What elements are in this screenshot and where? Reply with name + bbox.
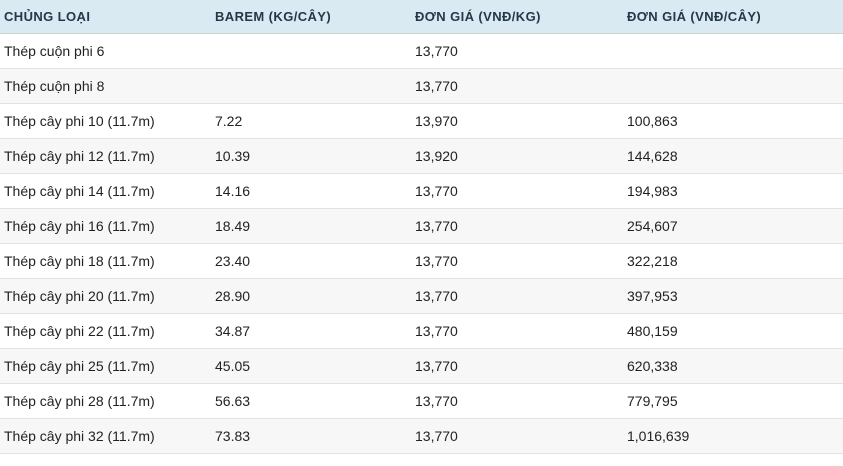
cell-price-per-bar: 254,607 bbox=[623, 208, 843, 244]
table-body: Thép cuộn phi 6 13,770 Thép cuộn phi 8 1… bbox=[0, 33, 843, 454]
cell-price-per-bar bbox=[623, 68, 843, 104]
table-row: Thép cây phi 22 (11.7m) 34.87 13,770 480… bbox=[0, 313, 843, 349]
cell-price-per-kg: 13,920 bbox=[411, 138, 623, 174]
column-header-chung-loai: CHỦNG LOẠI bbox=[0, 0, 211, 34]
table-row: Thép cây phi 28 (11.7m) 56.63 13,770 779… bbox=[0, 383, 843, 419]
cell-type: Thép cây phi 20 (11.7m) bbox=[0, 278, 211, 314]
cell-type: Thép cây phi 14 (11.7m) bbox=[0, 173, 211, 209]
column-header-barem: BAREM (KG/CÂY) bbox=[211, 0, 411, 34]
cell-price-per-kg: 13,770 bbox=[411, 418, 623, 454]
cell-type: Thép cây phi 28 (11.7m) bbox=[0, 383, 211, 419]
cell-barem: 14.16 bbox=[211, 173, 411, 209]
cell-barem: 18.49 bbox=[211, 208, 411, 244]
cell-price-per-bar: 397,953 bbox=[623, 278, 843, 314]
table-row: Thép cây phi 20 (11.7m) 28.90 13,770 397… bbox=[0, 278, 843, 314]
cell-type: Thép cuộn phi 8 bbox=[0, 68, 211, 104]
cell-type: Thép cây phi 10 (11.7m) bbox=[0, 103, 211, 139]
header-row: CHỦNG LOẠI BAREM (KG/CÂY) ĐƠN GIÁ (VNĐ/K… bbox=[0, 0, 843, 34]
cell-type: Thép cây phi 22 (11.7m) bbox=[0, 313, 211, 349]
cell-type: Thép cây phi 32 (11.7m) bbox=[0, 418, 211, 454]
cell-price-per-bar bbox=[623, 33, 843, 69]
cell-barem bbox=[211, 33, 411, 69]
table-row: Thép cuộn phi 8 13,770 bbox=[0, 68, 843, 104]
cell-barem bbox=[211, 68, 411, 104]
cell-price-per-bar: 194,983 bbox=[623, 173, 843, 209]
cell-price-per-kg: 13,970 bbox=[411, 103, 623, 139]
cell-type: Thép cây phi 18 (11.7m) bbox=[0, 243, 211, 279]
cell-price-per-bar: 100,863 bbox=[623, 103, 843, 139]
cell-price-per-kg: 13,770 bbox=[411, 33, 623, 69]
table-row: Thép cây phi 16 (11.7m) 18.49 13,770 254… bbox=[0, 208, 843, 244]
cell-barem: 10.39 bbox=[211, 138, 411, 174]
cell-barem: 7.22 bbox=[211, 103, 411, 139]
cell-barem: 34.87 bbox=[211, 313, 411, 349]
column-header-don-gia-cay: ĐƠN GIÁ (VNĐ/CÂY) bbox=[623, 0, 843, 34]
cell-type: Thép cuộn phi 6 bbox=[0, 33, 211, 69]
cell-type: Thép cây phi 25 (11.7m) bbox=[0, 348, 211, 384]
cell-price-per-kg: 13,770 bbox=[411, 173, 623, 209]
table-row: Thép cây phi 10 (11.7m) 7.22 13,970 100,… bbox=[0, 103, 843, 139]
cell-price-per-kg: 13,770 bbox=[411, 243, 623, 279]
table-row: Thép cây phi 12 (11.7m) 10.39 13,920 144… bbox=[0, 138, 843, 174]
cell-barem: 56.63 bbox=[211, 383, 411, 419]
cell-type: Thép cây phi 12 (11.7m) bbox=[0, 138, 211, 174]
cell-barem: 23.40 bbox=[211, 243, 411, 279]
cell-price-per-bar: 779,795 bbox=[623, 383, 843, 419]
cell-barem: 28.90 bbox=[211, 278, 411, 314]
table-row: Thép cây phi 32 (11.7m) 73.83 13,770 1,0… bbox=[0, 418, 843, 454]
table-row: Thép cây phi 14 (11.7m) 14.16 13,770 194… bbox=[0, 173, 843, 209]
table-row: Thép cuộn phi 6 13,770 bbox=[0, 33, 843, 69]
cell-price-per-kg: 13,770 bbox=[411, 278, 623, 314]
cell-barem: 73.83 bbox=[211, 418, 411, 454]
cell-price-per-kg: 13,770 bbox=[411, 348, 623, 384]
cell-price-per-bar: 322,218 bbox=[623, 243, 843, 279]
table-row: Thép cây phi 25 (11.7m) 45.05 13,770 620… bbox=[0, 348, 843, 384]
cell-price-per-kg: 13,770 bbox=[411, 68, 623, 104]
table-header: CHỦNG LOẠI BAREM (KG/CÂY) ĐƠN GIÁ (VNĐ/K… bbox=[0, 0, 843, 34]
cell-price-per-bar: 1,016,639 bbox=[623, 418, 843, 454]
cell-type: Thép cây phi 16 (11.7m) bbox=[0, 208, 211, 244]
cell-price-per-bar: 620,338 bbox=[623, 348, 843, 384]
column-header-don-gia-kg: ĐƠN GIÁ (VNĐ/KG) bbox=[411, 0, 623, 34]
cell-barem: 45.05 bbox=[211, 348, 411, 384]
cell-price-per-kg: 13,770 bbox=[411, 208, 623, 244]
cell-price-per-bar: 144,628 bbox=[623, 138, 843, 174]
steel-price-table: CHỦNG LOẠI BAREM (KG/CÂY) ĐƠN GIÁ (VNĐ/K… bbox=[0, 0, 843, 454]
cell-price-per-kg: 13,770 bbox=[411, 313, 623, 349]
table-row: Thép cây phi 18 (11.7m) 23.40 13,770 322… bbox=[0, 243, 843, 279]
cell-price-per-bar: 480,159 bbox=[623, 313, 843, 349]
cell-price-per-kg: 13,770 bbox=[411, 383, 623, 419]
